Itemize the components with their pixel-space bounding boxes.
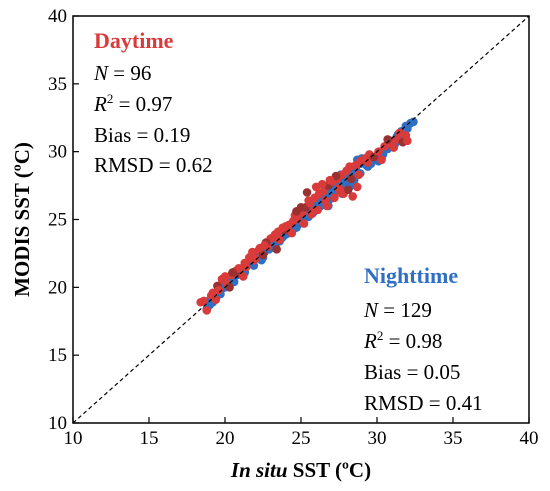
daytime-bias: Bias = 0.19 xyxy=(94,123,190,147)
x-tick-label: 15 xyxy=(140,428,159,449)
daytime-point xyxy=(220,272,230,281)
daytime-r2-label: R xyxy=(93,92,107,116)
x-tick-label: 40 xyxy=(520,428,539,449)
nighttime-bias: Bias = 0.05 xyxy=(364,360,460,384)
daytime-n: N = 96 xyxy=(93,61,151,85)
daytime-point xyxy=(352,182,362,192)
nighttime-n-label: N xyxy=(363,298,379,322)
daytime-point xyxy=(241,262,251,272)
x-tick-label: 35 xyxy=(444,428,463,449)
x-axis-label-italic: In situ xyxy=(230,458,288,482)
nighttime-r2-label: R xyxy=(363,329,377,353)
y-tick-label: 10 xyxy=(48,413,67,434)
daytime-point xyxy=(308,207,318,216)
x-tick-label: 30 xyxy=(368,428,387,449)
x-axis-label-rest: SST (ºC) xyxy=(288,458,372,482)
nighttime-point xyxy=(409,117,418,127)
daytime-point xyxy=(317,179,327,189)
daytime-point xyxy=(225,283,234,292)
x-axis-label: In situ SST (ºC) xyxy=(230,458,371,482)
daytime-point xyxy=(401,131,411,140)
daytime-point xyxy=(374,147,383,156)
daytime-point xyxy=(348,192,357,201)
daytime-n-label: N xyxy=(93,61,109,85)
daytime-point xyxy=(234,264,243,273)
nighttime-n-value: = 129 xyxy=(378,298,432,322)
daytime-point xyxy=(292,207,301,216)
daytime-point xyxy=(269,232,278,242)
y-tick-label: 35 xyxy=(48,74,67,95)
y-tick-label: 20 xyxy=(48,277,67,298)
daytime-point xyxy=(211,295,221,304)
nighttime-r2-sup: 2 xyxy=(377,328,384,343)
daytime-point xyxy=(251,254,260,264)
daytime-r2: R2 = 0.97 xyxy=(93,91,172,116)
daytime-point xyxy=(321,196,330,205)
daytime-annotation: Daytime N = 96 R2 = 0.97 Bias = 0.19 RMS… xyxy=(93,28,213,177)
daytime-point xyxy=(299,219,309,228)
daytime-point xyxy=(343,185,353,194)
daytime-title: Daytime xyxy=(94,28,174,53)
nighttime-r2-value: = 0.98 xyxy=(383,329,442,353)
daytime-point xyxy=(248,247,257,257)
daytime-point xyxy=(389,143,399,152)
daytime-point xyxy=(304,196,313,205)
daytime-point xyxy=(202,306,212,315)
daytime-point xyxy=(238,272,248,281)
y-axis-label: MODIS SST (ºC) xyxy=(10,142,34,297)
daytime-point xyxy=(228,268,237,277)
daytime-point xyxy=(325,175,335,185)
daytime-point xyxy=(336,188,345,197)
one-to-one-line xyxy=(72,15,530,424)
daytime-point xyxy=(330,193,339,203)
nighttime-annotation: Nighttime N = 129 R2 = 0.98 Bias = 0.05 … xyxy=(363,263,483,415)
daytime-r2-value: = 0.97 xyxy=(113,92,172,116)
nighttime-r2: R2 = 0.98 xyxy=(363,328,442,353)
daytime-point xyxy=(260,240,269,250)
daytime-point xyxy=(272,245,281,254)
nighttime-point xyxy=(403,124,412,133)
daytime-point xyxy=(377,155,386,165)
daytime-point xyxy=(258,250,268,260)
nighttime-n: N = 129 xyxy=(363,298,432,322)
daytime-n-value: = 96 xyxy=(108,61,151,85)
x-tick-label: 20 xyxy=(216,428,235,449)
y-tick-label: 15 xyxy=(48,345,67,366)
daytime-point xyxy=(199,296,209,306)
daytime-point xyxy=(331,171,341,181)
daytime-point xyxy=(278,223,288,232)
x-tick-label: 10 xyxy=(64,428,83,449)
daytime-point xyxy=(287,228,297,238)
daytime-point xyxy=(354,170,364,180)
daytime-point xyxy=(383,135,392,144)
daytime-rmsd: RMSD = 0.62 xyxy=(94,153,213,177)
daytime-r2-sup: 2 xyxy=(107,91,114,106)
daytime-point xyxy=(345,162,354,171)
y-tick-label: 40 xyxy=(48,6,67,27)
daytime-point xyxy=(346,174,356,184)
daytime-point xyxy=(302,188,312,197)
ticks-layer: 10 15 20 25 30 35 40 10 15 20 25 30 35 40 xyxy=(48,6,539,449)
y-tick-label: 25 xyxy=(48,210,67,231)
y-tick-label: 30 xyxy=(48,142,67,163)
x-tick-label: 25 xyxy=(292,428,311,449)
nighttime-rmsd: RMSD = 0.41 xyxy=(364,391,483,415)
nighttime-title: Nighttime xyxy=(364,263,458,288)
daytime-point xyxy=(208,288,218,298)
daytime-point xyxy=(363,158,373,167)
